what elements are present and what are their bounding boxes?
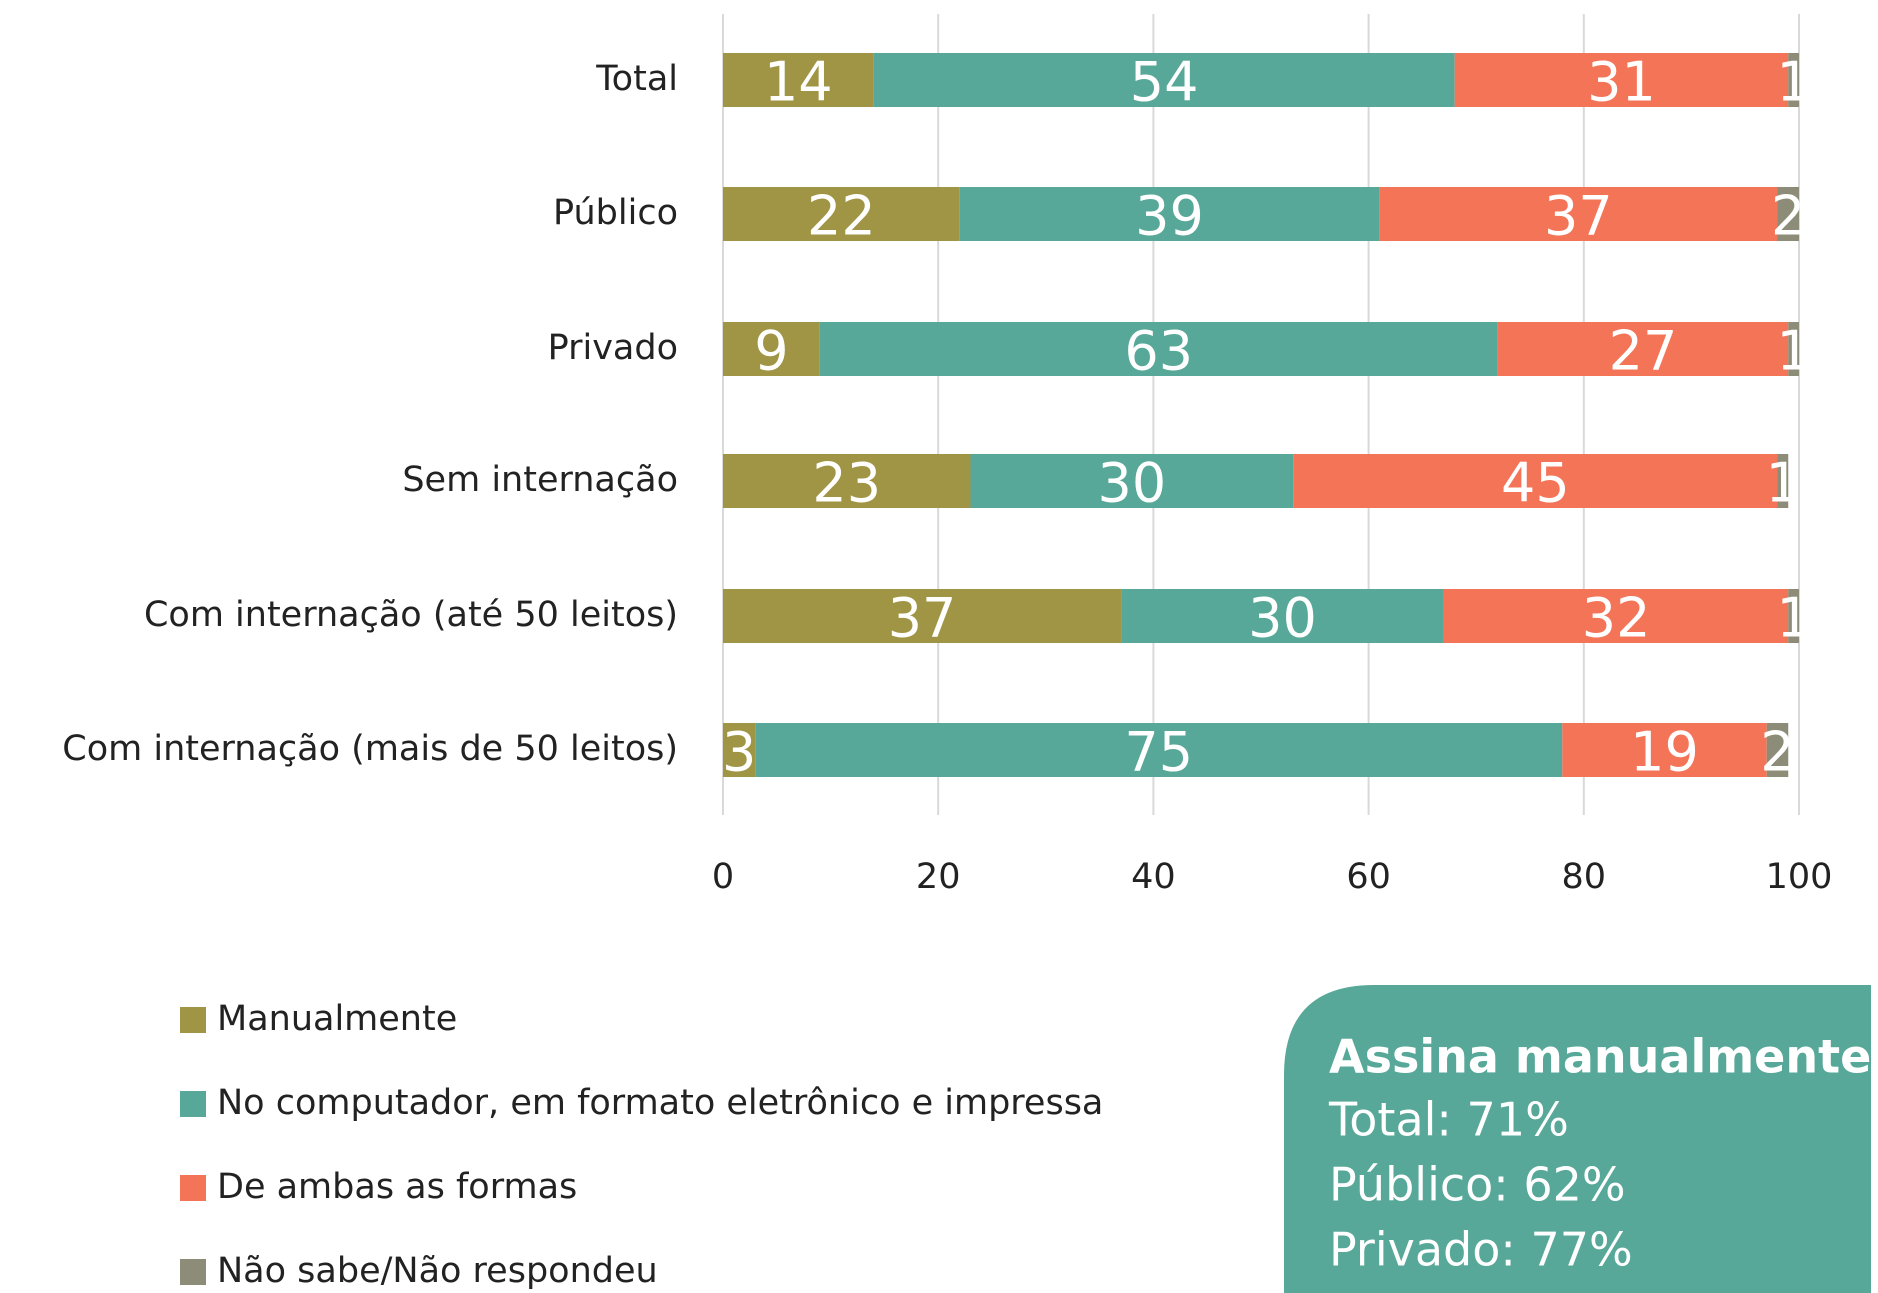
- data-label: 1: [1776, 320, 1810, 383]
- bar-segment: [1379, 187, 1778, 241]
- data-label: 23: [812, 452, 881, 515]
- legend-label: Não sabe/Não respondeu: [217, 1251, 658, 1291]
- bar-segment: [723, 723, 756, 777]
- x-tick-label: 80: [1562, 857, 1607, 897]
- bar-segment: [1777, 454, 1789, 508]
- legend-swatch: [180, 1091, 206, 1117]
- data-label: 63: [1124, 320, 1193, 383]
- x-tick-label: 20: [916, 857, 961, 897]
- data-label: 14: [764, 51, 833, 114]
- bar-segment: [1777, 187, 1799, 241]
- data-label: 32: [1582, 587, 1651, 650]
- bar-segment: [819, 322, 1498, 376]
- bar-segment: [1121, 589, 1444, 643]
- data-label: 9: [754, 320, 788, 383]
- callout-title: Assina manualmente: [1329, 1030, 1871, 1084]
- data-label: 37: [888, 587, 957, 650]
- bar-segment: [723, 322, 820, 376]
- bar-segment: [723, 589, 1122, 643]
- callout-line: Privado: 77%: [1329, 1223, 1633, 1277]
- bar-segment: [1788, 53, 1799, 107]
- x-tick-label: 0: [712, 857, 734, 897]
- bar-segment: [1788, 589, 1799, 643]
- bar-segment: [723, 454, 971, 508]
- bar-segment: [1562, 723, 1767, 777]
- data-label: 45: [1501, 452, 1570, 515]
- bar-segment: [1443, 589, 1789, 643]
- legend-label: No computador, em formato eletrônico e i…: [217, 1083, 1103, 1123]
- bar-segment: [1454, 53, 1789, 107]
- data-label: 54: [1130, 51, 1199, 114]
- data-label: 19: [1630, 721, 1699, 784]
- callout-line: Total: 71%: [1328, 1093, 1569, 1147]
- data-label: 39: [1135, 185, 1204, 248]
- data-label: 1: [1776, 587, 1810, 650]
- legend-swatch: [180, 1259, 206, 1285]
- data-label: 3: [722, 721, 756, 784]
- bar-segment: [755, 723, 1563, 777]
- callout-line: Público: 62%: [1329, 1158, 1626, 1212]
- legend-swatch: [180, 1175, 206, 1201]
- data-label: 31: [1587, 51, 1656, 114]
- data-label: 2: [1760, 721, 1794, 784]
- data-label: 30: [1248, 587, 1317, 650]
- data-label: 37: [1544, 185, 1613, 248]
- bar-segment: [873, 53, 1455, 107]
- bar-segment: [1497, 322, 1789, 376]
- data-label: 1: [1766, 452, 1800, 515]
- y-tick-label: Público: [553, 193, 678, 233]
- y-tick-label: Sem internação: [402, 460, 678, 500]
- legend-label: Manualmente: [217, 999, 457, 1039]
- x-tick-label: 40: [1131, 857, 1176, 897]
- bar-segment: [1788, 322, 1799, 376]
- y-tick-label: Total: [595, 59, 678, 99]
- bar-segment: [723, 187, 960, 241]
- bar-segment: [959, 187, 1380, 241]
- y-tick-label: Privado: [548, 328, 678, 368]
- bar-segment: [970, 454, 1294, 508]
- x-tick-label: 100: [1766, 857, 1833, 897]
- legend-label: De ambas as formas: [217, 1167, 577, 1207]
- data-label: 22: [807, 185, 876, 248]
- bar-segment: [1293, 454, 1778, 508]
- legend-swatch: [180, 1007, 206, 1033]
- bar-segment: [1766, 723, 1789, 777]
- data-label: 1: [1776, 51, 1810, 114]
- y-tick-label: Com internação (até 50 leitos): [144, 595, 678, 635]
- callout-box: [1284, 985, 1871, 1293]
- data-label: 30: [1098, 452, 1167, 515]
- bar-segment: [723, 53, 874, 107]
- data-label: 75: [1124, 721, 1193, 784]
- data-label: 27: [1609, 320, 1678, 383]
- x-tick-label: 60: [1346, 857, 1391, 897]
- data-label: 2: [1771, 185, 1805, 248]
- y-tick-label: Com internação (mais de 50 leitos): [62, 729, 678, 769]
